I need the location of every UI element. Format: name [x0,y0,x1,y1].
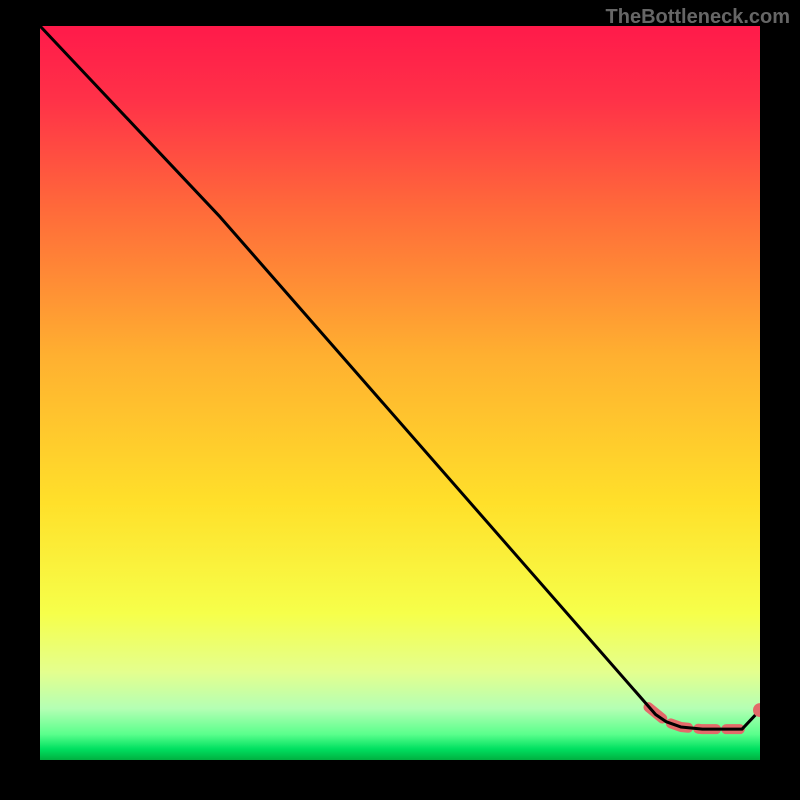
chart-svg [40,26,760,760]
chart-container: TheBottleneck.com [0,0,800,800]
watermark-text: TheBottleneck.com [606,6,790,29]
plot-area [40,26,760,760]
gradient-background [40,26,760,760]
